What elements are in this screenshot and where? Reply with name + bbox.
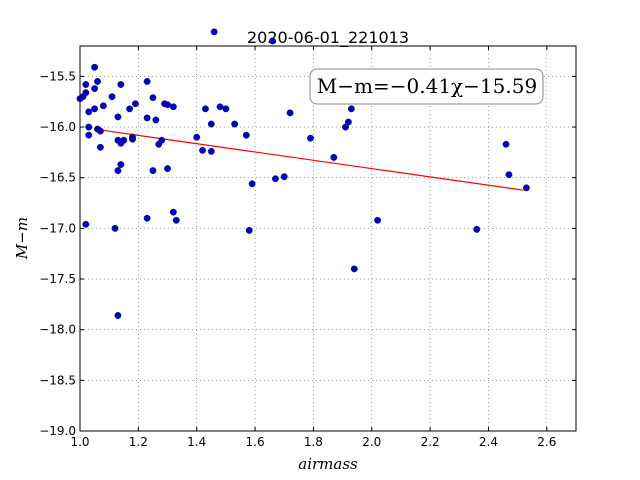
x-axis-label: airmass: [298, 455, 358, 473]
data-point: [286, 109, 294, 117]
plot-frame: [79, 45, 577, 432]
data-point: [97, 143, 104, 151]
data-point: [202, 105, 209, 113]
data-point: [91, 85, 98, 92]
fit-line-group: [100, 129, 524, 191]
fit-annotation-text: M−m=−0.41χ−15.59: [317, 74, 537, 98]
data-point: [91, 105, 98, 113]
x-tick-label: 2.0: [362, 435, 381, 449]
data-point: [85, 108, 93, 116]
data-point: [345, 118, 352, 126]
data-point: [82, 81, 90, 88]
data-point: [280, 173, 288, 181]
x-tick-label: 1.6: [246, 435, 265, 449]
x-axis-ticks: 1.0 1.2 1.4 1.6 1.8 2.0 2.2 2.4 2.6: [70, 46, 556, 449]
data-point: [114, 167, 122, 175]
x-tick-label: 2.6: [537, 435, 556, 449]
data-point: [473, 225, 481, 233]
data-point: [129, 135, 136, 143]
data-point: [126, 105, 134, 113]
data-point: [210, 28, 218, 36]
chart-title: 2020-06-01_221013: [247, 28, 409, 48]
data-point: [242, 131, 250, 139]
y-tick-label: −17.5: [39, 272, 76, 286]
data-point: [272, 175, 279, 183]
x-tick-label: 1.0: [70, 435, 89, 449]
data-point: [330, 154, 338, 161]
data-point: [216, 103, 224, 111]
data-point: [111, 224, 119, 232]
data-point: [307, 134, 314, 142]
data-point: [164, 101, 171, 109]
data-point: [502, 140, 510, 148]
y-tick-label: −19.0: [39, 424, 76, 438]
data-point: [207, 147, 215, 155]
x-tick-label: 1.2: [129, 435, 148, 449]
data-point: [117, 161, 125, 168]
y-tick-label: −18.0: [39, 323, 76, 337]
data-point: [248, 180, 256, 188]
data-point: [169, 208, 177, 216]
data-point: [143, 214, 151, 222]
x-tick-label: 2.2: [421, 435, 440, 449]
data-point: [143, 78, 151, 85]
data-point: [207, 120, 215, 128]
x-tick-label: 1.4: [187, 435, 206, 449]
y-tick-label: −16.0: [39, 120, 76, 134]
data-point: [374, 216, 381, 224]
y-tick-label: −15.5: [39, 69, 76, 83]
data-point: [114, 113, 122, 121]
data-point: [199, 146, 206, 154]
data-point: [269, 37, 276, 45]
data-point: [99, 102, 107, 110]
data-point: [172, 216, 180, 224]
data-point: [91, 63, 98, 71]
data-points: [76, 28, 530, 319]
data-point: [149, 94, 157, 102]
fit-line: [100, 129, 524, 191]
y-axis-ticks: −15.5 −16.0 −16.5 −17.0 −17.5 −18.0 −18.5 −19.0: [39, 69, 576, 438]
data-point: [82, 220, 90, 228]
data-point: [505, 171, 513, 179]
y-tick-label: −17.0: [39, 221, 76, 235]
data-point: [152, 116, 160, 124]
data-point: [193, 133, 201, 141]
data-point: [120, 136, 128, 144]
data-point: [85, 123, 93, 131]
x-tick-label: 1.8: [304, 435, 323, 449]
data-point: [97, 127, 104, 135]
data-point: [85, 131, 93, 139]
data-point: [158, 136, 166, 144]
data-point: [169, 103, 177, 111]
data-point: [222, 105, 230, 113]
data-point: [82, 89, 90, 97]
data-point: [347, 105, 355, 113]
data-point: [149, 167, 157, 175]
fit-annotation-box: M−m=−0.41χ−15.59: [309, 68, 544, 105]
data-point: [132, 100, 139, 108]
data-point: [523, 184, 530, 192]
data-point: [164, 165, 171, 172]
data-point: [117, 81, 125, 88]
y-tick-label: −18.5: [39, 373, 76, 387]
y-tick-label: −16.5: [39, 171, 76, 185]
x-tick-label: 2.4: [479, 435, 498, 449]
data-point: [143, 114, 151, 122]
y-axis-label: M−m: [13, 217, 31, 260]
data-point: [94, 78, 101, 85]
data-point: [342, 123, 349, 131]
data-point: [114, 312, 122, 319]
data-point: [350, 265, 358, 273]
data-point: [245, 226, 253, 234]
data-point: [231, 120, 239, 128]
data-point: [108, 93, 116, 101]
